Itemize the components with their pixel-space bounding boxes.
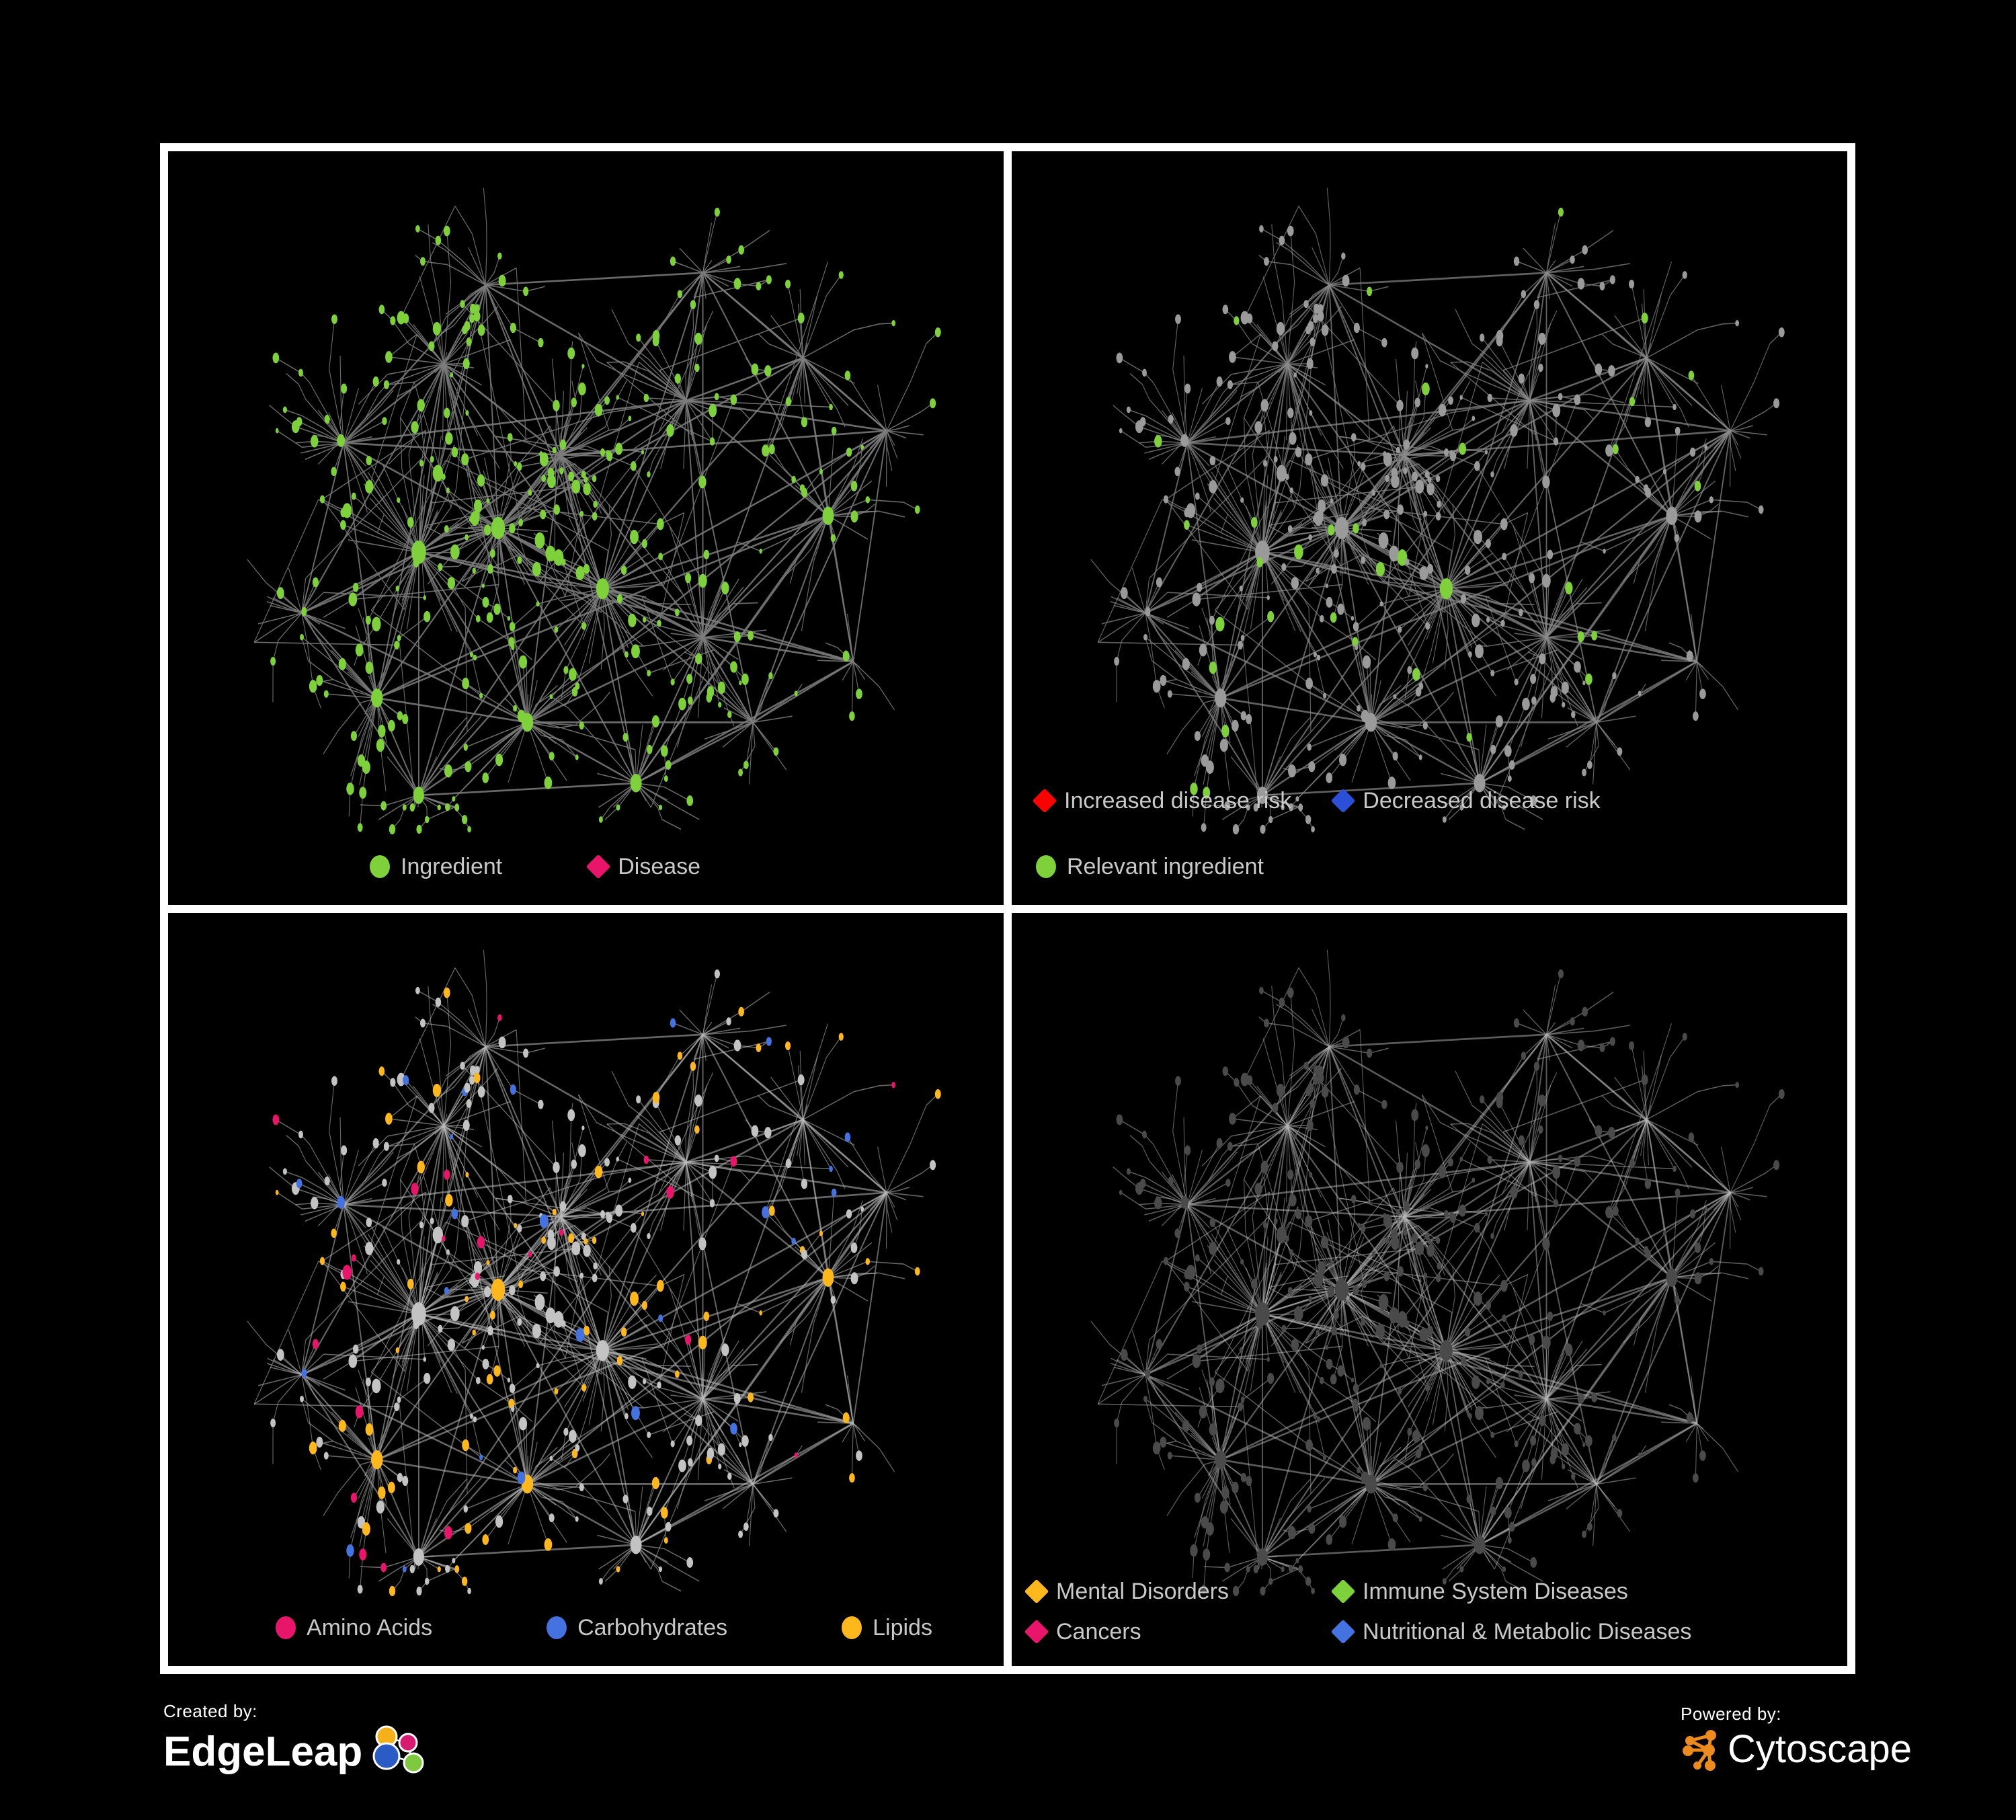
amino-acids-circle-icon — [276, 1616, 296, 1639]
powered-by-label: Powered by: — [1681, 1704, 1782, 1724]
legend-item-mental-disorders[interactable]: Mental Disorders — [1024, 1579, 1317, 1604]
cytoscape-logo[interactable]: Powered by: — [1681, 1704, 1912, 1772]
legend-label-immune-system-diseases: Immune System Diseases — [1363, 1579, 1628, 1604]
legend-item-disease[interactable]: Disease — [586, 853, 701, 879]
legend-label-mental-disorders: Mental Disorders — [1056, 1579, 1229, 1604]
created-by-label: Created by: — [163, 1701, 257, 1721]
legend-item-ingredient[interactable]: Ingredient — [370, 855, 502, 878]
footer: Created by: EdgeLeap Powered by: — [0, 1678, 2016, 1820]
edgeleap-logo[interactable]: Created by: EdgeLeap — [163, 1701, 428, 1780]
legend-label-lipids: Lipids — [873, 1615, 932, 1640]
carbohydrates-circle-icon — [547, 1616, 567, 1639]
legend-label-carbohydrates: Carbohydrates — [577, 1615, 728, 1640]
increased-risk-diamond-icon — [1032, 788, 1057, 813]
figure-frame: Ingredient Disease Increased disease ris… — [160, 143, 1855, 1674]
network-canvas-disease-class[interactable] — [1012, 912, 1847, 1667]
legend-ingredient-class: Amino Acids Carbohydrates Lipids — [168, 1616, 1004, 1639]
legend-item-immune-system-diseases[interactable]: Immune System Diseases — [1330, 1579, 1847, 1604]
legend-label-increased-risk: Increased disease risk — [1064, 787, 1292, 814]
legend-disease-class: Mental Disorders Immune System Diseases … — [1012, 1579, 1847, 1645]
network-svg-br — [1090, 912, 1785, 1596]
legend-item-cancers[interactable]: Cancers — [1024, 1619, 1317, 1645]
legend-label-ingredient: Ingredient — [401, 853, 503, 879]
immune-system-diseases-diamond-icon — [1330, 1579, 1356, 1604]
network-svg-bl — [247, 912, 941, 1596]
edgeleap-wordmark: EdgeLeap — [163, 1729, 363, 1775]
network-canvas-disease-risk[interactable] — [1012, 151, 1847, 905]
cytoscape-wordmark: Cytoscape — [1728, 1727, 1912, 1771]
legend-item-relevant-ingredient[interactable]: Relevant ingredient — [1036, 855, 1264, 878]
mental-disorders-diamond-icon — [1024, 1579, 1049, 1604]
cytoscape-network-icon — [1683, 1730, 1716, 1771]
panel-ingredient-disease-network[interactable]: Ingredient Disease — [168, 151, 1004, 905]
legend-label-disease: Disease — [618, 853, 701, 879]
nutritional-metabolic-diseases-diamond-icon — [1330, 1619, 1356, 1645]
edgeleap-node-graph-icon — [372, 1725, 424, 1774]
disease-diamond-icon — [586, 854, 611, 879]
legend-label-amino-acids: Amino Acids — [307, 1615, 433, 1640]
network-svg-tr — [1090, 151, 1785, 835]
legend-item-nutritional-metabolic-diseases[interactable]: Nutritional & Metabolic Diseases — [1330, 1619, 1847, 1645]
relevant-ingredient-circle-icon — [1036, 855, 1056, 878]
panel-disease-class-network[interactable]: Mental Disorders Immune System Diseases … — [1012, 912, 1847, 1667]
ingredient-circle-icon — [370, 855, 390, 878]
decreased-risk-diamond-icon — [1330, 788, 1356, 813]
legend-item-lipids[interactable]: Lipids — [842, 1616, 932, 1639]
network-canvas-ingredient-class[interactable] — [168, 912, 1004, 1667]
cancers-diamond-icon — [1024, 1619, 1049, 1645]
legend-disease-risk: Increased disease risk Decreased disease… — [1012, 787, 1847, 878]
legend-item-amino-acids[interactable]: Amino Acids — [276, 1616, 432, 1639]
legend-item-increased-risk[interactable]: Increased disease risk — [1032, 787, 1292, 814]
legend-item-carbohydrates[interactable]: Carbohydrates — [547, 1616, 727, 1639]
panel-grid: Ingredient Disease Increased disease ris… — [160, 143, 1855, 1674]
legend-ingredient-disease: Ingredient Disease — [168, 853, 1004, 879]
lipids-circle-icon — [842, 1616, 862, 1639]
panel-disease-risk-network[interactable]: Increased disease risk Decreased disease… — [1012, 151, 1847, 905]
legend-label-relevant-ingredient: Relevant ingredient — [1067, 853, 1264, 879]
legend-label-decreased-risk: Decreased disease risk — [1363, 787, 1601, 814]
panel-ingredient-class-network[interactable]: Amino Acids Carbohydrates Lipids — [168, 912, 1004, 1667]
legend-label-cancers: Cancers — [1056, 1619, 1141, 1645]
network-canvas-ingredient-disease[interactable] — [168, 151, 1004, 905]
legend-item-decreased-risk[interactable]: Decreased disease risk — [1330, 787, 1601, 814]
legend-label-nutritional-metabolic-diseases: Nutritional & Metabolic Diseases — [1363, 1619, 1692, 1645]
network-svg-tl — [247, 151, 941, 835]
